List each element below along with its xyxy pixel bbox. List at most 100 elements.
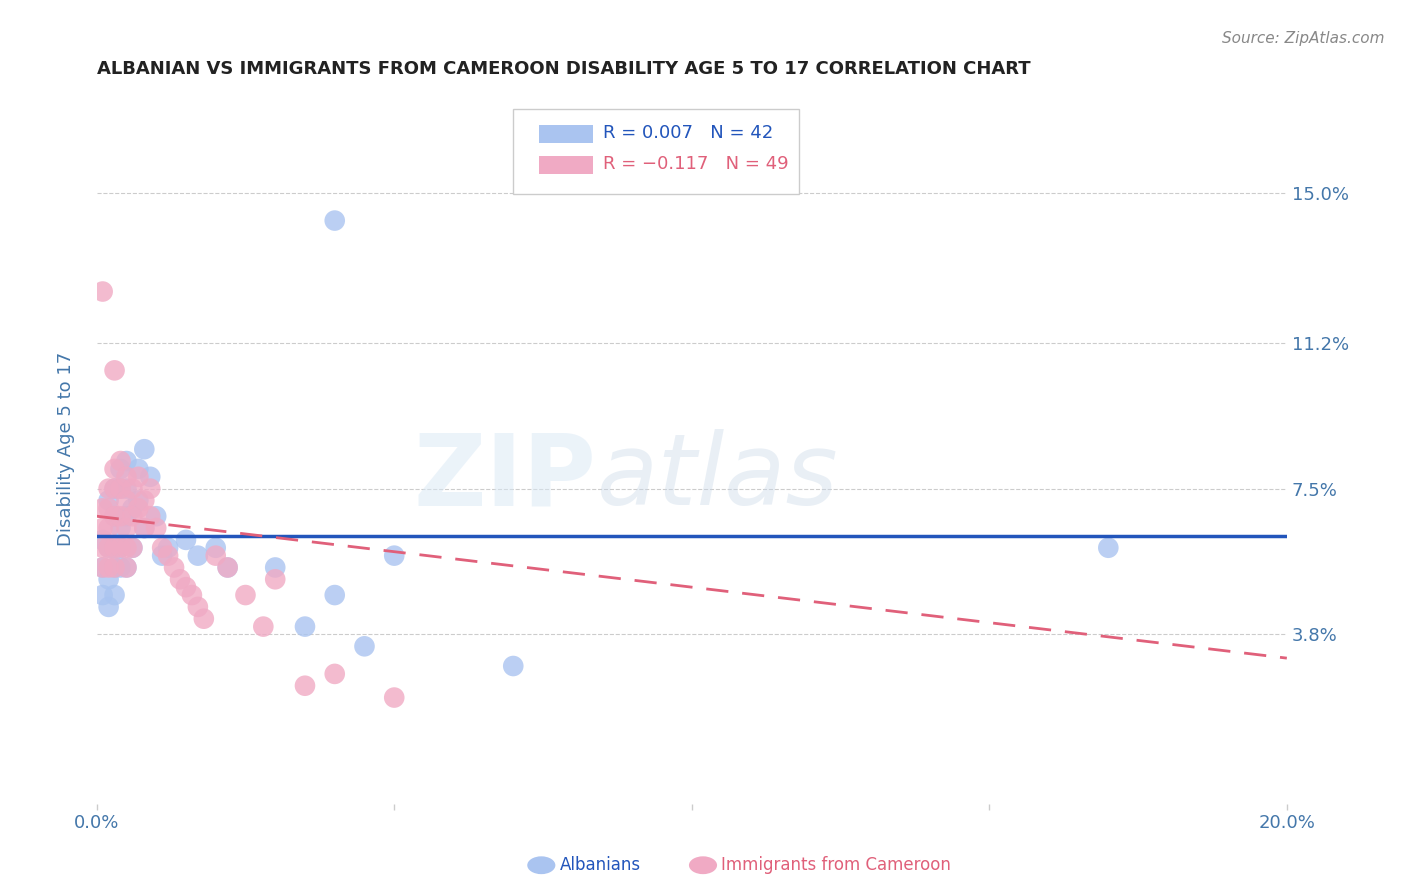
Point (91, 533, 114, 547)
Point (204, 549, 226, 563)
Point (217, 560, 239, 574)
Text: Albanians: Albanians (560, 856, 641, 874)
Point (235, 588, 257, 602)
Point (91, 588, 114, 602)
Point (323, 588, 346, 602)
Point (353, 640, 375, 654)
Point (121, 482, 143, 496)
Point (103, 509, 125, 524)
Point (174, 580, 197, 594)
Point (115, 560, 138, 574)
Point (103, 541, 125, 555)
Point (115, 454, 138, 468)
Point (134, 521, 156, 535)
Point (110, 482, 132, 496)
Point (97, 541, 120, 555)
Point (187, 549, 209, 563)
FancyBboxPatch shape (513, 109, 799, 194)
Point (115, 482, 138, 496)
Point (502, 659, 524, 673)
Point (110, 454, 132, 468)
Point (115, 560, 138, 574)
Point (145, 509, 167, 524)
Point (91, 541, 114, 555)
Point (115, 541, 138, 555)
Point (145, 521, 167, 535)
FancyBboxPatch shape (540, 125, 593, 143)
Point (323, 666, 346, 681)
Point (252, 619, 274, 633)
Point (103, 541, 125, 555)
Point (163, 560, 186, 574)
Point (127, 470, 149, 484)
Point (157, 541, 180, 555)
Point (127, 501, 149, 516)
Point (110, 482, 132, 496)
Point (97, 493, 120, 508)
Point (91, 560, 114, 574)
Point (382, 549, 405, 563)
Point (187, 599, 209, 614)
Text: Source: ZipAtlas.com: Source: ZipAtlas.com (1222, 31, 1385, 46)
Point (150, 549, 173, 563)
Point (382, 690, 405, 705)
Point (134, 493, 156, 508)
Point (121, 509, 143, 524)
Point (150, 541, 173, 555)
Point (193, 612, 215, 626)
Point (180, 588, 202, 602)
Point (139, 509, 162, 524)
Point (264, 572, 287, 586)
Point (264, 560, 287, 574)
Y-axis label: Disability Age 5 to 17: Disability Age 5 to 17 (58, 352, 75, 546)
Point (110, 541, 132, 555)
Text: atlas: atlas (596, 429, 838, 526)
Point (139, 482, 162, 496)
Point (110, 521, 132, 535)
Point (91, 521, 114, 535)
Point (134, 521, 156, 535)
Point (174, 533, 197, 547)
Point (97, 501, 120, 516)
Point (115, 470, 138, 484)
Point (103, 482, 125, 496)
Point (103, 588, 125, 602)
Point (97, 521, 120, 535)
Point (121, 501, 143, 516)
Point (110, 462, 132, 476)
Point (294, 679, 316, 693)
Point (97, 541, 120, 555)
Point (157, 549, 180, 563)
Point (97, 599, 120, 614)
Point (103, 560, 125, 574)
Point (115, 493, 138, 508)
Point (110, 541, 132, 555)
Point (294, 619, 316, 633)
Text: R = −0.117   N = 49: R = −0.117 N = 49 (603, 155, 789, 173)
Point (169, 572, 191, 586)
Point (91, 501, 114, 516)
Point (134, 442, 156, 457)
Point (97, 482, 120, 496)
Point (110, 560, 132, 574)
Point (103, 462, 125, 476)
Point (103, 560, 125, 574)
Point (115, 521, 138, 535)
Point (103, 509, 125, 524)
Point (103, 363, 125, 377)
Point (1097, 541, 1119, 555)
Text: ALBANIAN VS IMMIGRANTS FROM CAMEROON DISABILITY AGE 5 TO 17 CORRELATION CHART: ALBANIAN VS IMMIGRANTS FROM CAMEROON DIS… (97, 60, 1031, 78)
Text: ZIP: ZIP (413, 429, 596, 526)
Point (217, 560, 239, 574)
Point (204, 541, 226, 555)
Point (103, 482, 125, 496)
Point (115, 509, 138, 524)
Point (323, 213, 346, 227)
Point (97, 560, 120, 574)
Text: R = 0.007   N = 42: R = 0.007 N = 42 (603, 125, 773, 143)
Point (127, 462, 149, 476)
FancyBboxPatch shape (540, 156, 593, 174)
Point (139, 470, 162, 484)
Point (91, 285, 114, 299)
Point (121, 541, 143, 555)
